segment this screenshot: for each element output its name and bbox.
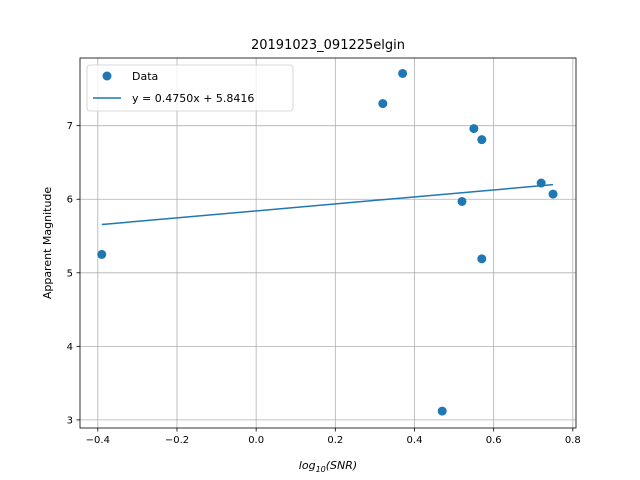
x-axis: −0.4 −0.2 0.0 0.2 0.4 0.6 0.8 <box>86 428 581 446</box>
x-axis-label-subscript: 10 <box>316 465 326 474</box>
data-point <box>469 124 479 134</box>
x-axis-label-base: log <box>299 459 316 472</box>
plot-background <box>80 58 576 428</box>
fit-line <box>101 183 554 226</box>
data-point <box>378 99 388 109</box>
y-tick-label: 6 <box>67 195 73 206</box>
data-point <box>398 68 408 78</box>
x-tick-label: 0.2 <box>327 435 343 446</box>
gridlines <box>80 58 576 428</box>
data-point <box>548 189 558 199</box>
legend: Data y = 0.4750x + 5.8416 <box>86 64 294 112</box>
data-point <box>477 135 487 145</box>
y-tick-label: 4 <box>67 342 73 353</box>
data-point <box>437 406 447 416</box>
x-axis-label-argument: (SNR) <box>326 459 357 472</box>
legend-label-data: Data <box>132 70 158 83</box>
x-tick-label: 0.6 <box>486 435 502 446</box>
y-axis: 3 4 5 6 7 <box>67 121 80 426</box>
y-tick-label: 5 <box>67 268 73 279</box>
data-point <box>477 254 487 264</box>
x-tick-label: 0.0 <box>248 435 264 446</box>
y-tick-label: 3 <box>67 415 73 426</box>
data-point <box>97 249 107 259</box>
x-tick-label: 0.4 <box>407 435 423 446</box>
x-tick-label: −0.4 <box>86 435 110 446</box>
fit-line-group <box>101 183 554 226</box>
plot-frame <box>79 57 577 429</box>
data-point <box>457 196 467 206</box>
x-axis-label: log10(SNR) <box>299 459 357 474</box>
x-tick-label: 0.8 <box>565 435 581 446</box>
x-tick-label: −0.2 <box>165 435 189 446</box>
data-point <box>536 178 546 188</box>
y-axis-label: Apparent Magnitude <box>41 187 54 300</box>
chart-title: 20191023_091225elgin <box>251 38 405 53</box>
legend-label-fit: y = 0.4750x + 5.8416 <box>132 92 254 105</box>
legend-box <box>86 64 294 112</box>
legend-marker-data <box>102 71 112 81</box>
data-points <box>97 68 558 416</box>
y-tick-label: 7 <box>67 121 73 132</box>
